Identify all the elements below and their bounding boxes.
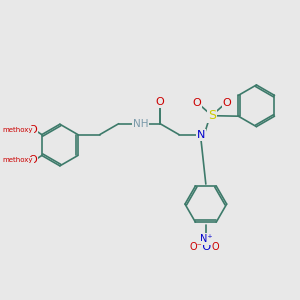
Text: methoxy: methoxy — [3, 158, 33, 164]
Text: O: O — [223, 98, 231, 108]
Text: O: O — [212, 242, 220, 252]
Text: O: O — [192, 98, 201, 108]
Text: N: N — [197, 130, 205, 140]
Text: O: O — [28, 155, 37, 165]
Text: O⁻: O⁻ — [190, 242, 202, 252]
Text: NH: NH — [133, 119, 148, 129]
Text: NO₂: NO₂ — [195, 242, 217, 252]
Text: methoxy: methoxy — [3, 127, 33, 133]
Text: S: S — [208, 109, 216, 122]
Text: N⁺: N⁺ — [200, 234, 212, 244]
Text: O: O — [156, 97, 164, 107]
Text: O: O — [28, 125, 37, 135]
